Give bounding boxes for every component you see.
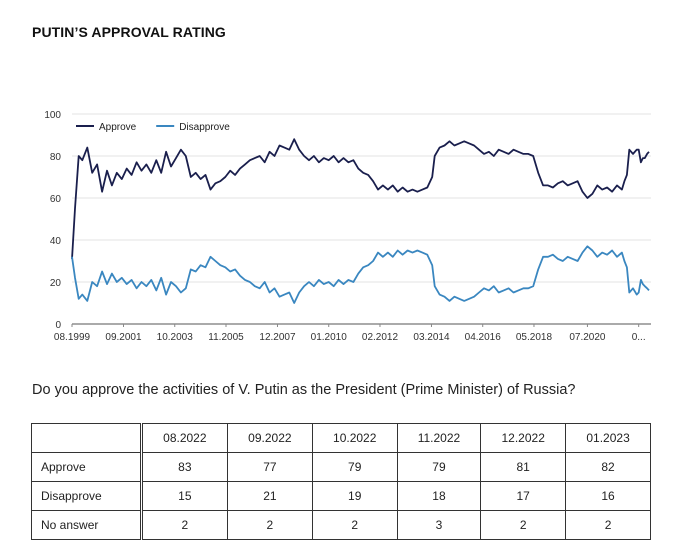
y-tick-label: 40	[50, 236, 62, 247]
table-cell: 21	[226, 481, 313, 511]
y-tick-label: 100	[44, 110, 61, 121]
x-tick-label: 10.2003	[157, 332, 194, 343]
table-row: Approve 83 77 79 79 81 82	[31, 452, 651, 482]
series-line-disapprove	[71, 245, 650, 304]
table-cell: 19	[311, 481, 398, 511]
table-cell: 2	[565, 510, 651, 540]
table-cell: 2	[140, 510, 228, 540]
table-header-cell: 11.2022	[396, 423, 482, 453]
approval-line-chart: 0 20 40 60 80 100 08.1999 09.2001 10.2003 11.2005…	[44, 110, 651, 343]
table-cell: 16	[565, 481, 651, 511]
legend-label-disapprove: Disapprove	[179, 122, 230, 133]
row-label-approve: Approve	[31, 452, 143, 482]
row-label-disapprove: Disapprove	[31, 481, 143, 511]
x-tick-label: 05.2018	[516, 332, 553, 343]
table-row: No answer 2 2 2 3 2 2	[31, 510, 651, 540]
x-tick-label: 04.2016	[465, 332, 502, 343]
row-label-no-answer: No answer	[31, 510, 143, 540]
table-cell: 77	[226, 452, 313, 482]
x-tick-label: 07.2020	[569, 332, 606, 343]
table-corner-cell	[31, 423, 143, 453]
series-line-approve	[71, 138, 650, 259]
table-cell: 3	[396, 510, 482, 540]
y-tick-label: 60	[50, 194, 62, 205]
survey-question: Do you approve the activities of V. Puti…	[32, 382, 576, 398]
table-cell: 17	[480, 481, 567, 511]
table-header-cell: 12.2022	[480, 423, 567, 453]
x-tick-label: 11.2005	[208, 332, 244, 343]
table-cell: 2	[226, 510, 313, 540]
table-header-cell: 08.2022	[140, 423, 228, 453]
table-cell: 82	[565, 452, 651, 482]
x-tick-label: 09.2001	[105, 332, 142, 343]
y-tick-label: 80	[50, 152, 62, 163]
x-tick-label: 03.2014	[413, 332, 450, 343]
table-cell: 81	[480, 452, 567, 482]
y-tick-label: 20	[50, 278, 62, 289]
table-header-cell: 10.2022	[311, 423, 398, 453]
table-row: Disapprove 15 21 19 18 17 16	[31, 481, 651, 511]
table-cell: 79	[311, 452, 398, 482]
table-cell: 79	[396, 452, 482, 482]
table-cell: 18	[396, 481, 482, 511]
table-header-row: 08.2022 09.2022 10.2022 11.2022 12.2022 …	[31, 423, 651, 453]
x-tick-label: 01.2010	[311, 332, 348, 343]
y-tick-label: 0	[55, 320, 61, 331]
table-cell: 2	[480, 510, 567, 540]
table-cell: 2	[311, 510, 398, 540]
legend-label-approve: Approve	[99, 122, 137, 133]
x-tick-label: 08.1999	[54, 332, 91, 343]
table-header-cell: 01.2023	[565, 423, 651, 453]
table-header-cell: 09.2022	[226, 423, 313, 453]
x-tick-label: 02.2012	[362, 332, 399, 343]
x-tick-label: 12.2007	[259, 332, 296, 343]
table-cell: 83	[140, 452, 228, 482]
table-cell: 15	[140, 481, 228, 511]
results-table: 08.2022 09.2022 10.2022 11.2022 12.2022 …	[31, 423, 651, 540]
x-tick-label: 0...	[632, 332, 646, 343]
page-title: PUTIN’S APPROVAL RATING	[32, 24, 226, 40]
